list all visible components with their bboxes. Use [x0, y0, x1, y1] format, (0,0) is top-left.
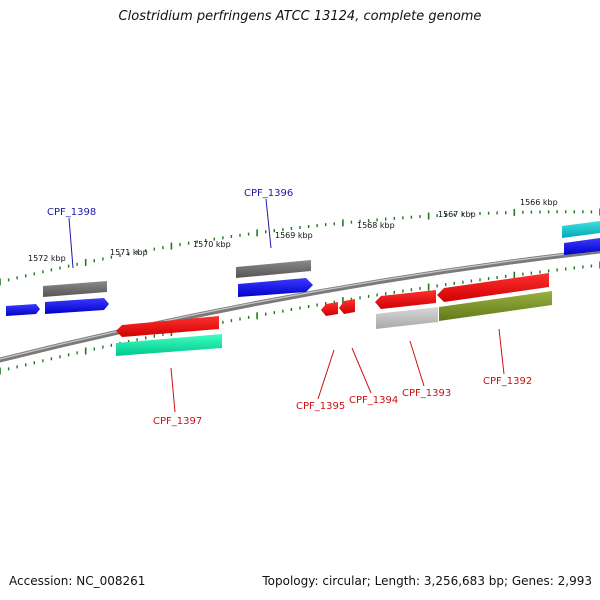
- label-cpf-1396[interactable]: CPF_1396: [244, 188, 293, 199]
- label-cpf-1394[interactable]: CPF_1394: [349, 395, 398, 406]
- leader-cpf-1397: [170, 367, 176, 413]
- gene-cpf-1398-gray[interactable]: [43, 281, 107, 297]
- gene-cpf-1393-light[interactable]: [376, 307, 438, 329]
- gene-cpf-1393[interactable]: [375, 290, 436, 309]
- label-leaders: [68, 198, 505, 413]
- genome-backbone-highlight: [0, 249, 600, 360]
- map-title: Clostridium perfringens ATCC 13124, comp…: [118, 9, 482, 24]
- label-cpf-1392[interactable]: CPF_1392: [483, 376, 532, 387]
- gene-cpf-1396[interactable]: [238, 278, 313, 297]
- gene-cpf-1398[interactable]: [45, 298, 109, 314]
- leader-cpf-1392: [498, 328, 505, 375]
- kbp-label-1571: 1571 kbp: [110, 248, 148, 257]
- genome-summary-text: Topology: circular; Length: 3,256,683 bp…: [262, 574, 592, 588]
- outer-tick-row: [0, 208, 600, 286]
- kbp-label-1568: 1568 kbp: [357, 221, 395, 230]
- gene-cpf-1395[interactable]: [321, 302, 338, 316]
- leader-cpf-1393: [409, 340, 425, 387]
- gene-cpf-1397[interactable]: [116, 316, 219, 337]
- kbp-label-1566: 1566 kbp: [520, 198, 558, 207]
- gene-cpf-1397-mint[interactable]: [116, 334, 222, 356]
- gene-cpf-1392-olive[interactable]: [439, 291, 552, 321]
- gene-left-edge-blue[interactable]: [6, 304, 40, 316]
- inner-tick-row: [0, 261, 600, 375]
- leader-cpf-1398: [68, 217, 74, 269]
- forward-strand-genes: [6, 221, 600, 316]
- kbp-labels: 1572 kbp 1571 kbp 1570 kbp 1569 kbp 1568…: [28, 198, 558, 263]
- gene-right-edge-blue[interactable]: [564, 238, 600, 255]
- gene-cpf-1394[interactable]: [339, 299, 355, 314]
- gene-cpf-1392[interactable]: [437, 273, 549, 302]
- genome-backbone: [0, 248, 600, 363]
- kbp-label-1570: 1570 kbp: [193, 240, 231, 249]
- leader-cpf-1394: [351, 347, 372, 394]
- gene-right-edge-cyan[interactable]: [562, 221, 600, 238]
- label-cpf-1397[interactable]: CPF_1397: [153, 416, 202, 427]
- accession-text: Accession: NC_008261: [9, 574, 146, 588]
- label-cpf-1398[interactable]: CPF_1398: [47, 207, 96, 218]
- kbp-label-1572: 1572 kbp: [28, 254, 66, 263]
- reverse-strand-genes: [116, 273, 552, 356]
- leader-cpf-1395: [317, 349, 335, 400]
- leader-cpf-1396: [265, 198, 272, 249]
- label-cpf-1395[interactable]: CPF_1395: [296, 401, 345, 412]
- gene-labels: CPF_1398 CPF_1396 CPF_1397 CPF_1395 CPF_…: [47, 188, 532, 427]
- label-cpf-1393[interactable]: CPF_1393: [402, 388, 451, 399]
- kbp-label-1567: 1567 kbp: [438, 210, 476, 219]
- gene-cpf-1396-gray[interactable]: [236, 260, 311, 278]
- kbp-label-1569: 1569 kbp: [275, 231, 313, 240]
